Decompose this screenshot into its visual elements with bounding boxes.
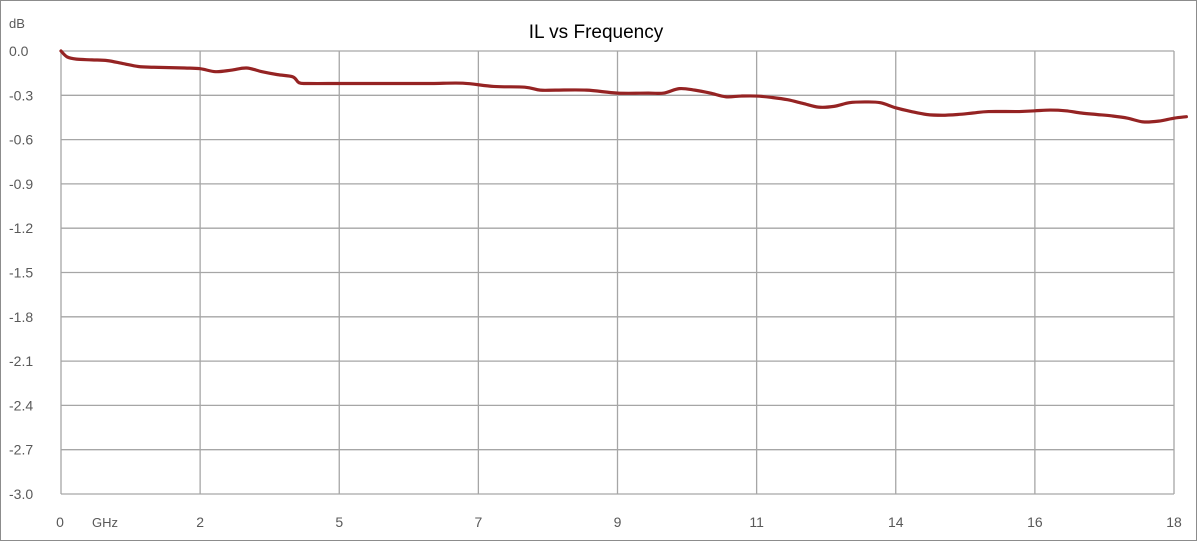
- x-tick-labels: 0 2 5 7 9 11 14 16 18: [56, 514, 1182, 530]
- y-tick-label: -0.6: [9, 132, 33, 148]
- series-line-il: [59, 49, 1188, 124]
- y-tick-label: -0.3: [9, 87, 33, 103]
- x-tick-label: 14: [888, 514, 904, 530]
- y-axis-unit-label: dB: [9, 16, 25, 31]
- y-tick-label: -2.1: [9, 353, 33, 369]
- y-tick-label: -2.7: [9, 442, 33, 458]
- y-tick-label: -1.2: [9, 220, 33, 236]
- x-tick-label: 0: [56, 514, 64, 530]
- y-tick-label: -1.8: [9, 309, 33, 325]
- x-tick-label: 5: [335, 514, 343, 530]
- x-tick-label: 16: [1027, 514, 1043, 530]
- x-tick-label: 18: [1166, 514, 1182, 530]
- y-tick-label: -3.0: [9, 486, 33, 502]
- y-tick-label: -0.9: [9, 176, 33, 192]
- x-axis-unit-label: GHz: [92, 515, 118, 530]
- x-tick-label: 7: [474, 514, 482, 530]
- grid-lines: [60, 50, 1175, 495]
- x-tick-label: 2: [196, 514, 204, 530]
- x-tick-label: 9: [614, 514, 622, 530]
- y-tick-label: -1.5: [9, 265, 33, 281]
- y-tick-label: 0.0: [9, 43, 29, 59]
- y-tick-labels: 0.0 -0.3 -0.6 -0.9 -1.2 -1.5 -1.8 -2.1 -2.4 -2.7 -…: [9, 43, 33, 502]
- y-tick-label: -2.4: [9, 397, 33, 413]
- x-tick-label: 11: [749, 514, 764, 530]
- series-layer: [59, 49, 1188, 124]
- chart-title: IL vs Frequency: [529, 22, 664, 43]
